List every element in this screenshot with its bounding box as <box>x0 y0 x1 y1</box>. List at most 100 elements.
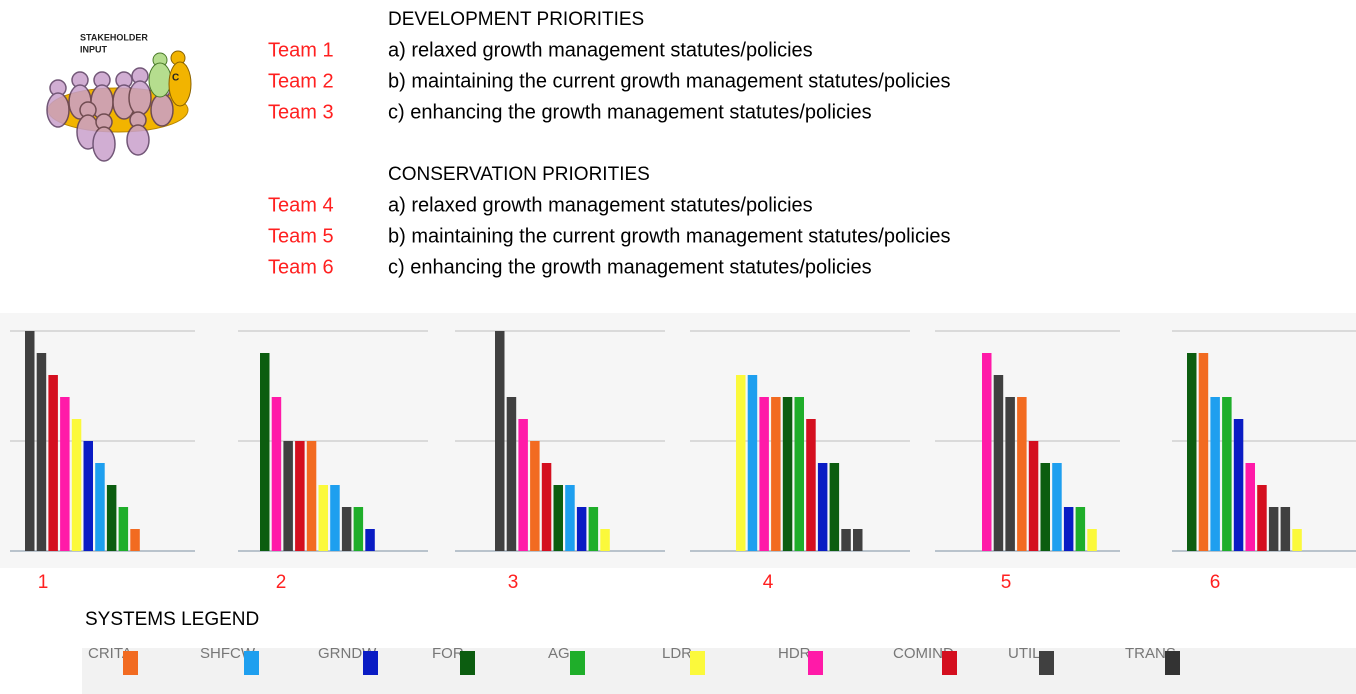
bar <box>600 529 610 551</box>
stakeholder-icon <box>47 51 191 161</box>
chart-label: 6 <box>1210 572 1221 593</box>
chart-label: 2 <box>276 572 287 593</box>
bar <box>589 507 599 551</box>
bar <box>1017 397 1027 551</box>
priority-text: b) maintaining the current growth manage… <box>388 225 951 247</box>
bar <box>795 397 805 551</box>
bar <box>577 507 587 551</box>
bar <box>48 375 58 551</box>
legend-swatch <box>942 651 957 675</box>
section-title: CONSERVATION PRIORITIES <box>388 164 650 185</box>
bar <box>60 397 70 551</box>
chart-label: 1 <box>38 572 49 593</box>
team-label: Team 5 <box>268 225 334 247</box>
bar <box>736 375 746 551</box>
bar <box>1052 463 1062 551</box>
infographic: STAKEHOLDER INPUT C DEVELOPMENT PRIORITIES T… <box>0 0 1356 694</box>
page: { "header": { "icon_label": ["STAKEHOLDE… <box>0 0 1356 694</box>
bar <box>1064 507 1074 551</box>
bar <box>354 507 364 551</box>
legend-label: LDR <box>662 645 692 662</box>
bar <box>1210 397 1220 551</box>
legend-swatch <box>1165 651 1180 675</box>
bar <box>1076 507 1086 551</box>
bar <box>37 353 47 551</box>
bar <box>759 397 769 551</box>
bar <box>1257 485 1267 551</box>
legend-swatch <box>123 651 138 675</box>
bar <box>130 529 140 551</box>
icon-label: STAKEHOLDER <box>80 32 148 42</box>
bar <box>1041 463 1051 551</box>
legend-swatch <box>808 651 823 675</box>
chart-label: 4 <box>763 572 774 593</box>
section-title: DEVELOPMENT PRIORITIES <box>388 9 644 30</box>
bar <box>853 529 863 551</box>
bar <box>1246 463 1256 551</box>
bar <box>771 397 781 551</box>
bar <box>25 331 35 551</box>
bar <box>830 463 840 551</box>
bar <box>1029 441 1039 551</box>
bar <box>806 419 816 551</box>
priority-text: c) enhancing the growth management statu… <box>388 256 872 278</box>
bar <box>994 375 1004 551</box>
legend-title: SYSTEMS LEGEND <box>85 609 259 630</box>
team-label: Team 6 <box>268 256 334 278</box>
bar <box>565 485 575 551</box>
bar <box>1281 507 1291 551</box>
team-label: Team 1 <box>268 39 334 61</box>
bar <box>507 397 517 551</box>
legend-swatch <box>1039 651 1054 675</box>
bar <box>841 529 851 551</box>
charts-backdrop <box>0 313 1356 568</box>
bar <box>272 397 282 551</box>
bar <box>342 507 352 551</box>
bar <box>530 441 540 551</box>
bar <box>518 419 528 551</box>
legend-label: FOR <box>432 645 464 662</box>
team-label: Team 2 <box>268 70 334 92</box>
bar <box>260 353 270 551</box>
bar <box>319 485 329 551</box>
bar <box>982 353 992 551</box>
bar <box>330 485 340 551</box>
team-label: Team 3 <box>268 101 334 123</box>
bar <box>283 441 293 551</box>
bar <box>365 529 375 551</box>
chart-label: 3 <box>508 572 519 593</box>
bar <box>1187 353 1197 551</box>
bar <box>119 507 129 551</box>
team-label: Team 4 <box>268 194 334 216</box>
bar <box>1222 397 1232 551</box>
bar <box>818 463 828 551</box>
legend-swatch <box>244 651 259 675</box>
priority-text: c) enhancing the growth management statu… <box>388 101 872 123</box>
legend-label: HDR <box>778 645 811 662</box>
bar <box>107 485 117 551</box>
bar <box>1087 529 1097 551</box>
bar <box>1269 507 1279 551</box>
bar <box>748 375 758 551</box>
bar <box>783 397 793 551</box>
legend-swatch <box>690 651 705 675</box>
bar <box>554 485 564 551</box>
legend-label: AG <box>548 645 570 662</box>
icon-letter: C <box>172 73 179 84</box>
priority-text: b) maintaining the current growth manage… <box>388 70 951 92</box>
bar <box>1234 419 1244 551</box>
bar <box>1005 397 1015 551</box>
legend-swatch <box>570 651 585 675</box>
legend-swatch <box>363 651 378 675</box>
bar <box>95 463 105 551</box>
bar <box>72 419 82 551</box>
legend-label: UTIL <box>1008 645 1041 662</box>
bar <box>542 463 552 551</box>
priority-text: a) relaxed growth management statutes/po… <box>388 194 813 216</box>
priority-text: a) relaxed growth management statutes/po… <box>388 39 813 61</box>
bar <box>1199 353 1209 551</box>
legend-swatch <box>460 651 475 675</box>
bar <box>495 331 505 551</box>
bar <box>295 441 305 551</box>
icon-label: INPUT <box>80 44 108 54</box>
